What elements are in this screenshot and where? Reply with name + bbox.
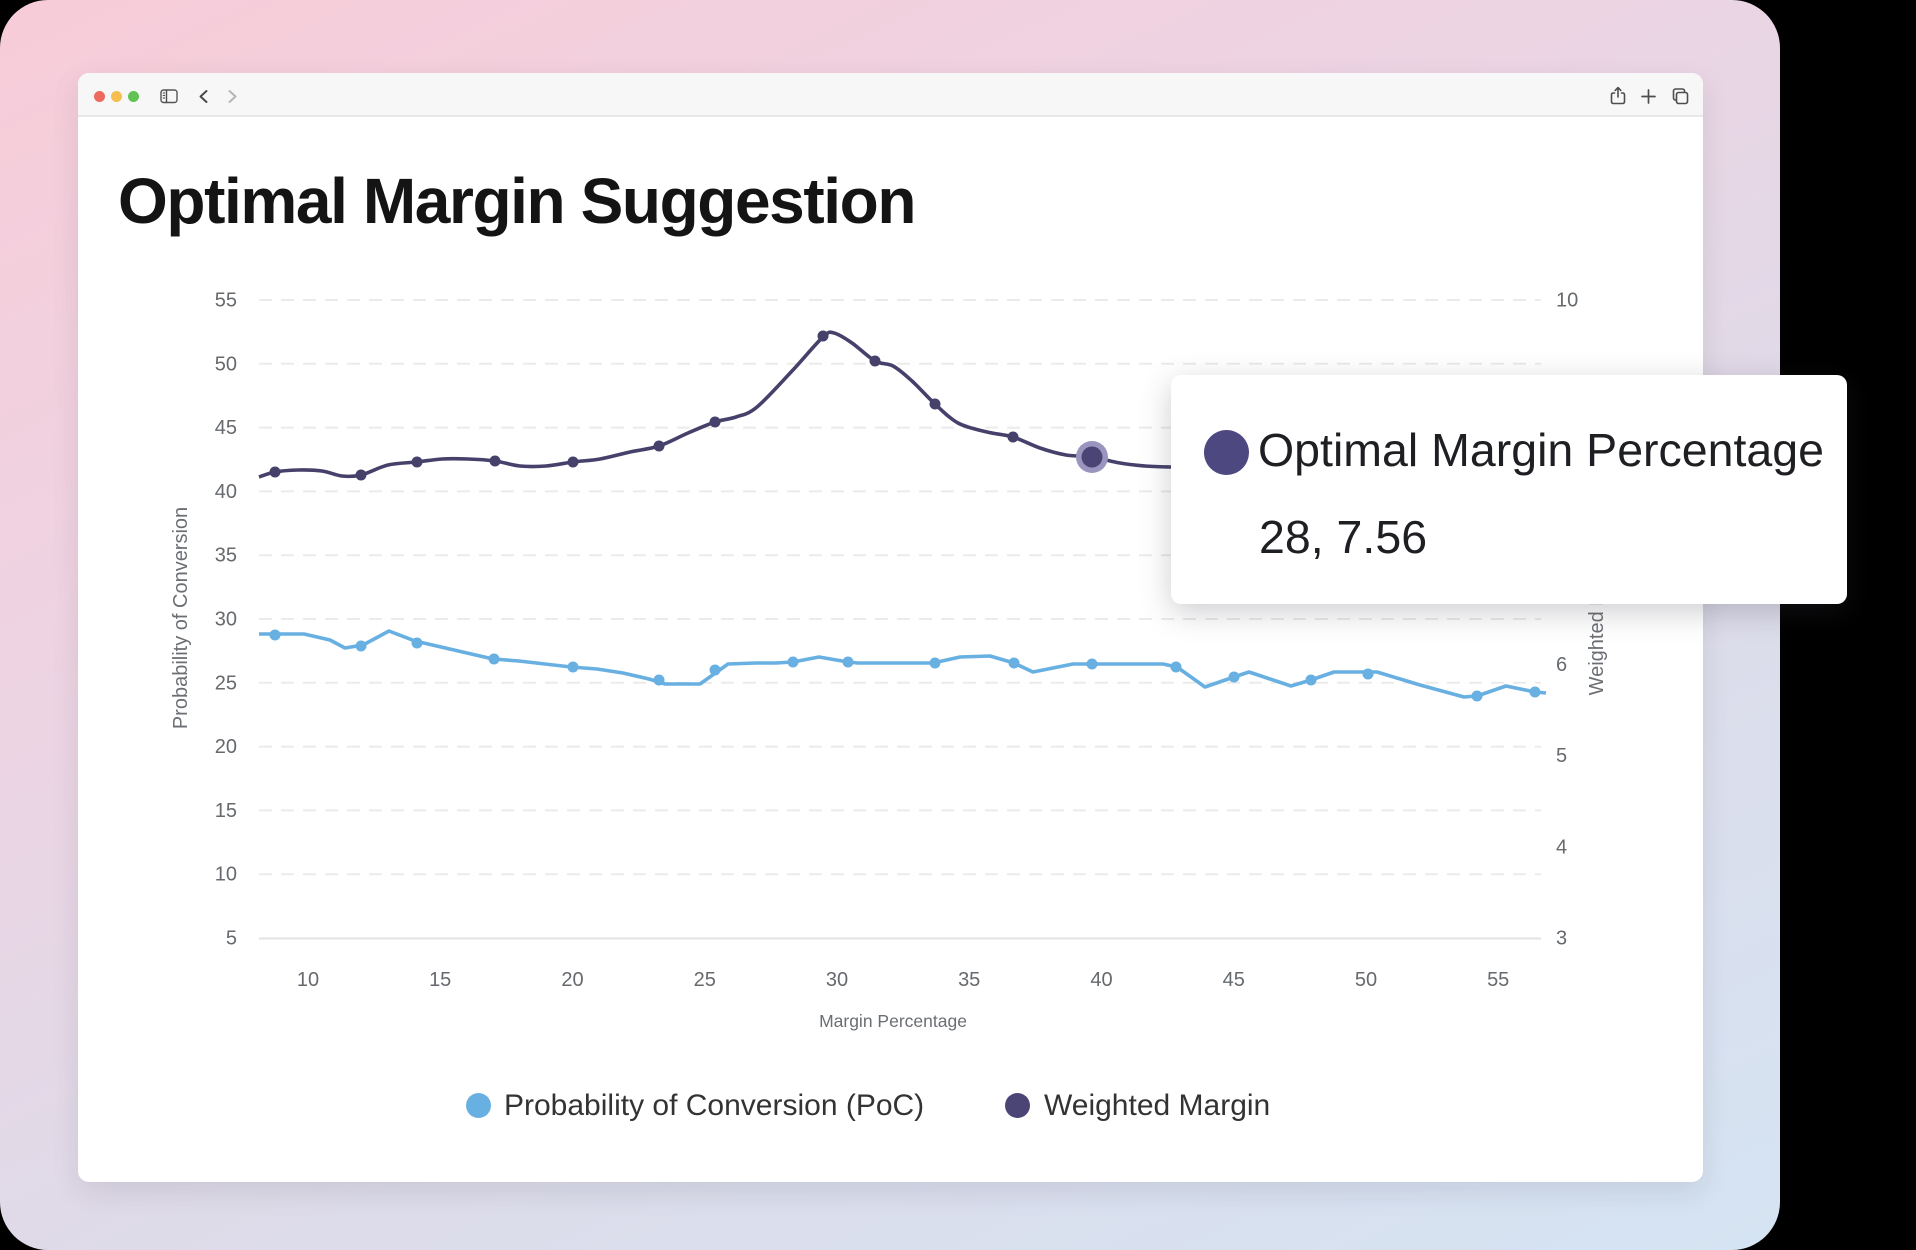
- svg-text:45: 45: [215, 417, 237, 439]
- svg-text:6: 6: [1556, 654, 1567, 676]
- svg-text:30: 30: [826, 969, 848, 991]
- svg-text:40: 40: [1090, 969, 1112, 991]
- svg-text:10: 10: [297, 969, 319, 991]
- svg-text:Probability of Conversion: Probability of Conversion: [170, 507, 192, 729]
- svg-text:25: 25: [215, 672, 237, 694]
- svg-text:55: 55: [1487, 969, 1509, 991]
- svg-text:20: 20: [561, 969, 583, 991]
- svg-text:Margin Percentage: Margin Percentage: [819, 1011, 967, 1031]
- svg-text:35: 35: [958, 969, 980, 991]
- svg-text:25: 25: [694, 969, 716, 991]
- svg-text:10: 10: [1556, 290, 1578, 312]
- svg-text:10: 10: [215, 864, 237, 886]
- svg-text:4: 4: [1556, 836, 1567, 858]
- svg-text:35: 35: [215, 545, 237, 567]
- svg-text:20: 20: [215, 736, 237, 758]
- svg-text:55: 55: [215, 290, 237, 312]
- svg-text:50: 50: [1355, 969, 1377, 991]
- svg-text:45: 45: [1223, 969, 1245, 991]
- svg-text:40: 40: [215, 481, 237, 503]
- svg-text:5: 5: [1556, 745, 1567, 767]
- svg-text:15: 15: [429, 969, 451, 991]
- svg-text:3: 3: [1556, 928, 1567, 950]
- svg-text:30: 30: [215, 609, 237, 631]
- svg-text:15: 15: [215, 800, 237, 822]
- svg-text:50: 50: [215, 353, 237, 375]
- svg-text:5: 5: [226, 928, 237, 950]
